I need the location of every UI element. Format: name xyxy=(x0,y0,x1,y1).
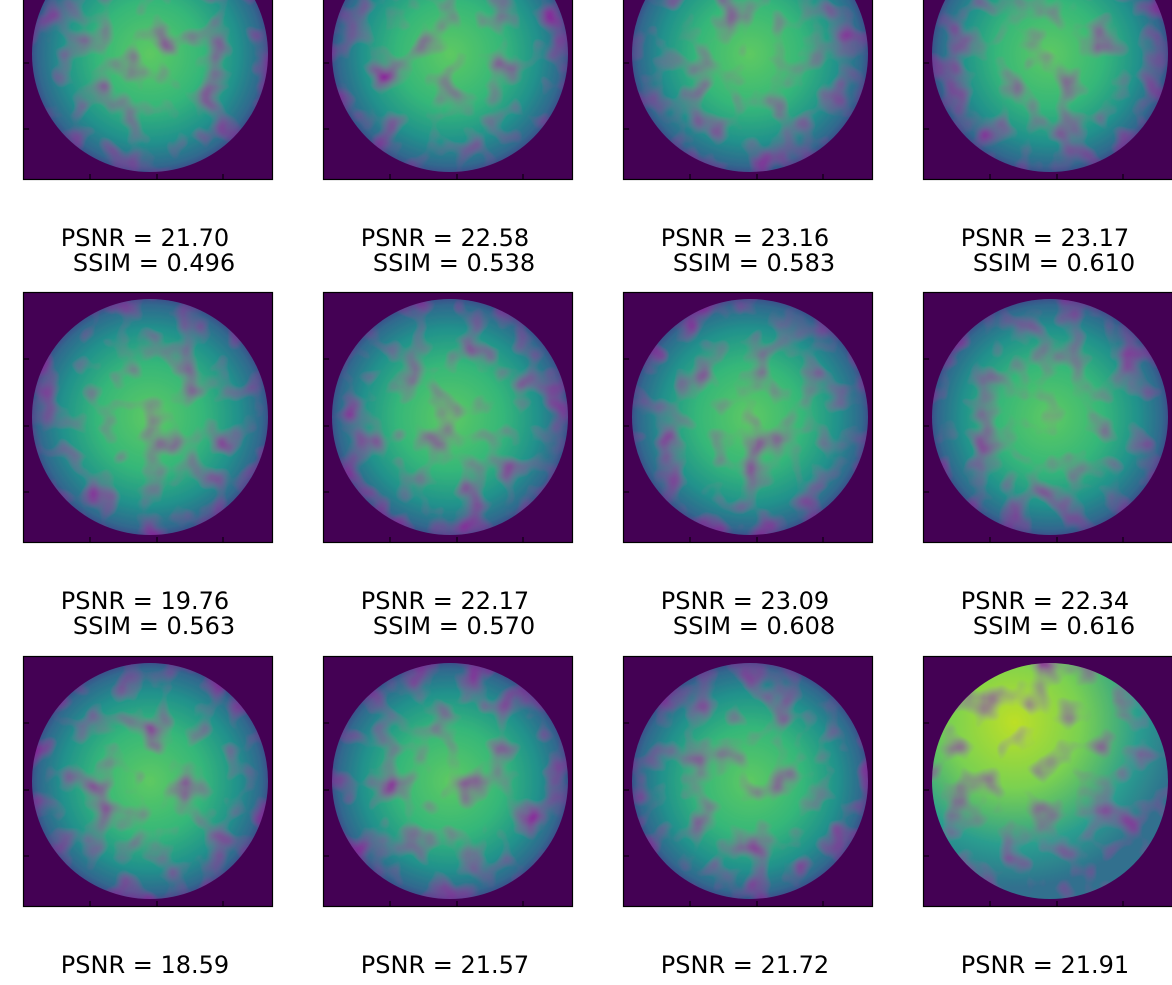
image-frame xyxy=(622,291,874,544)
reconstruction xyxy=(332,663,568,899)
reconstruction xyxy=(32,299,268,535)
image-panel xyxy=(22,0,274,181)
psnr-label: PSNR = 23.09 xyxy=(661,587,829,615)
image-frame xyxy=(322,655,574,908)
psnr-label: PSNR = 21.57 xyxy=(361,951,529,979)
image-frame xyxy=(622,0,874,181)
reconstruction xyxy=(32,663,268,899)
psnr-label: PSNR = 21.72 xyxy=(661,951,829,979)
image-frame xyxy=(322,291,574,544)
image-panel xyxy=(622,0,874,181)
ssim-label: SSIM = 0.563 xyxy=(73,612,235,640)
image-panel xyxy=(22,655,274,908)
image-frame xyxy=(922,291,1172,544)
ssim-label: SSIM = 0.583 xyxy=(673,249,835,277)
reconstruction xyxy=(932,663,1168,899)
image-panel xyxy=(922,0,1172,181)
image-frame xyxy=(22,655,274,908)
psnr-label: PSNR = 22.58 xyxy=(361,224,529,252)
reconstruction xyxy=(932,299,1168,535)
reconstruction xyxy=(932,0,1168,172)
ssim-label: SSIM = 0.496 xyxy=(73,249,235,277)
reconstruction xyxy=(332,0,568,172)
psnr-label: PSNR = 21.91 xyxy=(961,951,1129,979)
reconstruction xyxy=(632,299,868,535)
psnr-label: PSNR = 22.34 xyxy=(961,587,1129,615)
image-frame xyxy=(922,0,1172,181)
psnr-label: PSNR = 23.16 xyxy=(661,224,829,252)
psnr-label: PSNR = 21.70 xyxy=(61,224,229,252)
image-panel xyxy=(922,291,1172,544)
image-panel xyxy=(622,655,874,908)
ssim-label: SSIM = 0.616 xyxy=(973,612,1135,640)
image-panel xyxy=(322,0,574,181)
image-frame xyxy=(322,0,574,181)
image-frame xyxy=(22,0,274,181)
image-panel xyxy=(322,291,574,544)
image-panel xyxy=(322,655,574,908)
psnr-label: PSNR = 22.17 xyxy=(361,587,529,615)
image-panel xyxy=(22,291,274,544)
image-frame xyxy=(622,655,874,908)
reconstruction xyxy=(632,663,868,899)
reconstruction xyxy=(32,0,268,172)
image-frame xyxy=(22,291,274,544)
psnr-label: PSNR = 18.59 xyxy=(61,951,229,979)
image-panel xyxy=(922,655,1172,908)
ssim-label: SSIM = 0.538 xyxy=(373,249,535,277)
psnr-label: PSNR = 23.17 xyxy=(961,224,1129,252)
image-frame xyxy=(922,655,1172,908)
ssim-label: SSIM = 0.570 xyxy=(373,612,535,640)
reconstruction xyxy=(632,0,868,172)
image-panel xyxy=(622,291,874,544)
psnr-label: PSNR = 19.76 xyxy=(61,587,229,615)
ssim-label: SSIM = 0.608 xyxy=(673,612,835,640)
ssim-label: SSIM = 0.610 xyxy=(973,249,1135,277)
reconstruction xyxy=(332,299,568,535)
